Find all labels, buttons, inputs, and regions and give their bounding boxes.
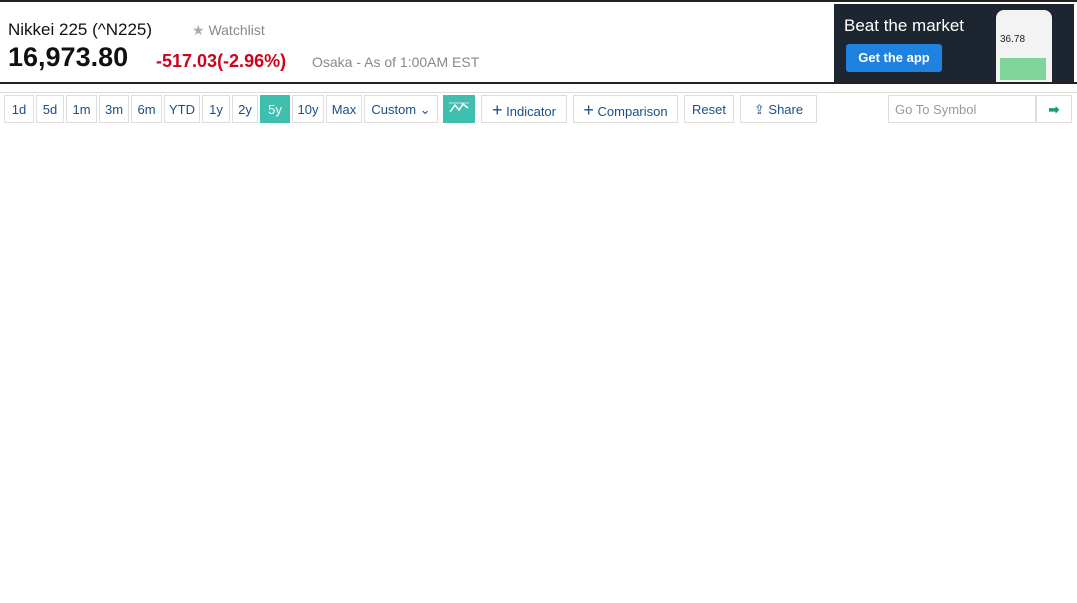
chart xyxy=(0,128,1077,603)
watchlist-label: Watchlist xyxy=(208,22,265,38)
range-button[interactable]: 1m xyxy=(66,95,97,123)
custom-dropdown[interactable]: Custom ⌄ xyxy=(364,95,438,123)
symbol-title: Nikkei 225 (^N225) xyxy=(8,20,153,39)
range-button[interactable]: 2y xyxy=(232,95,258,123)
app-ad[interactable]: Beat the market Get the app 36.78 xyxy=(834,4,1074,82)
range-button[interactable]: 3m xyxy=(99,95,129,123)
chart-type-button[interactable]: 7,500.0010,000.0012,500.0015,000.0017,50… xyxy=(443,95,1077,568)
change-pct: (-2.96%) xyxy=(217,51,287,71)
reset-button[interactable]: Reset xyxy=(684,95,734,123)
go-button[interactable]: ➡ xyxy=(1036,95,1072,123)
range-button[interactable]: 5d xyxy=(36,95,64,123)
phone-quote: 36.78 xyxy=(1000,34,1026,45)
header-border xyxy=(0,82,1077,84)
chart-icon: 7,500.0010,000.0012,500.0015,000.0017,50… xyxy=(449,102,1077,568)
custom-label: Custom xyxy=(371,102,417,117)
top-border xyxy=(0,0,1077,2)
range-button[interactable]: 5y xyxy=(260,95,290,123)
share-label: Share xyxy=(768,102,804,117)
ad-headline: Beat the market xyxy=(844,16,965,35)
phone-image: 36.78 xyxy=(996,10,1052,82)
market-status: Osaka - As of 1:00AM EST xyxy=(312,54,480,70)
range-button[interactable]: 1d xyxy=(4,95,34,123)
change: -517.03(-2.96%) xyxy=(156,51,286,72)
phone-chart xyxy=(1000,58,1046,80)
comparison-button[interactable]: + Comparison xyxy=(573,95,678,123)
share-button[interactable]: ⇪ Share xyxy=(740,95,817,123)
watchlist-button[interactable]: ★ Watchlist xyxy=(192,22,265,38)
symbol-search[interactable]: Go To Symbol xyxy=(888,95,1036,123)
indicator-button[interactable]: + Indicator xyxy=(481,95,567,123)
range-button[interactable]: 6m xyxy=(131,95,162,123)
range-button[interactable]: Max xyxy=(326,95,362,123)
range-button[interactable]: 1y xyxy=(202,95,230,123)
ad-button[interactable]: Get the app xyxy=(846,44,942,72)
range-button[interactable]: YTD xyxy=(164,95,200,123)
change-value: -517.03 xyxy=(156,51,218,71)
indicator-label: Indicator xyxy=(506,104,556,119)
range-button[interactable]: 10y xyxy=(292,95,324,123)
comparison-label: Comparison xyxy=(597,104,668,119)
price: 16,973.80 xyxy=(8,42,129,72)
